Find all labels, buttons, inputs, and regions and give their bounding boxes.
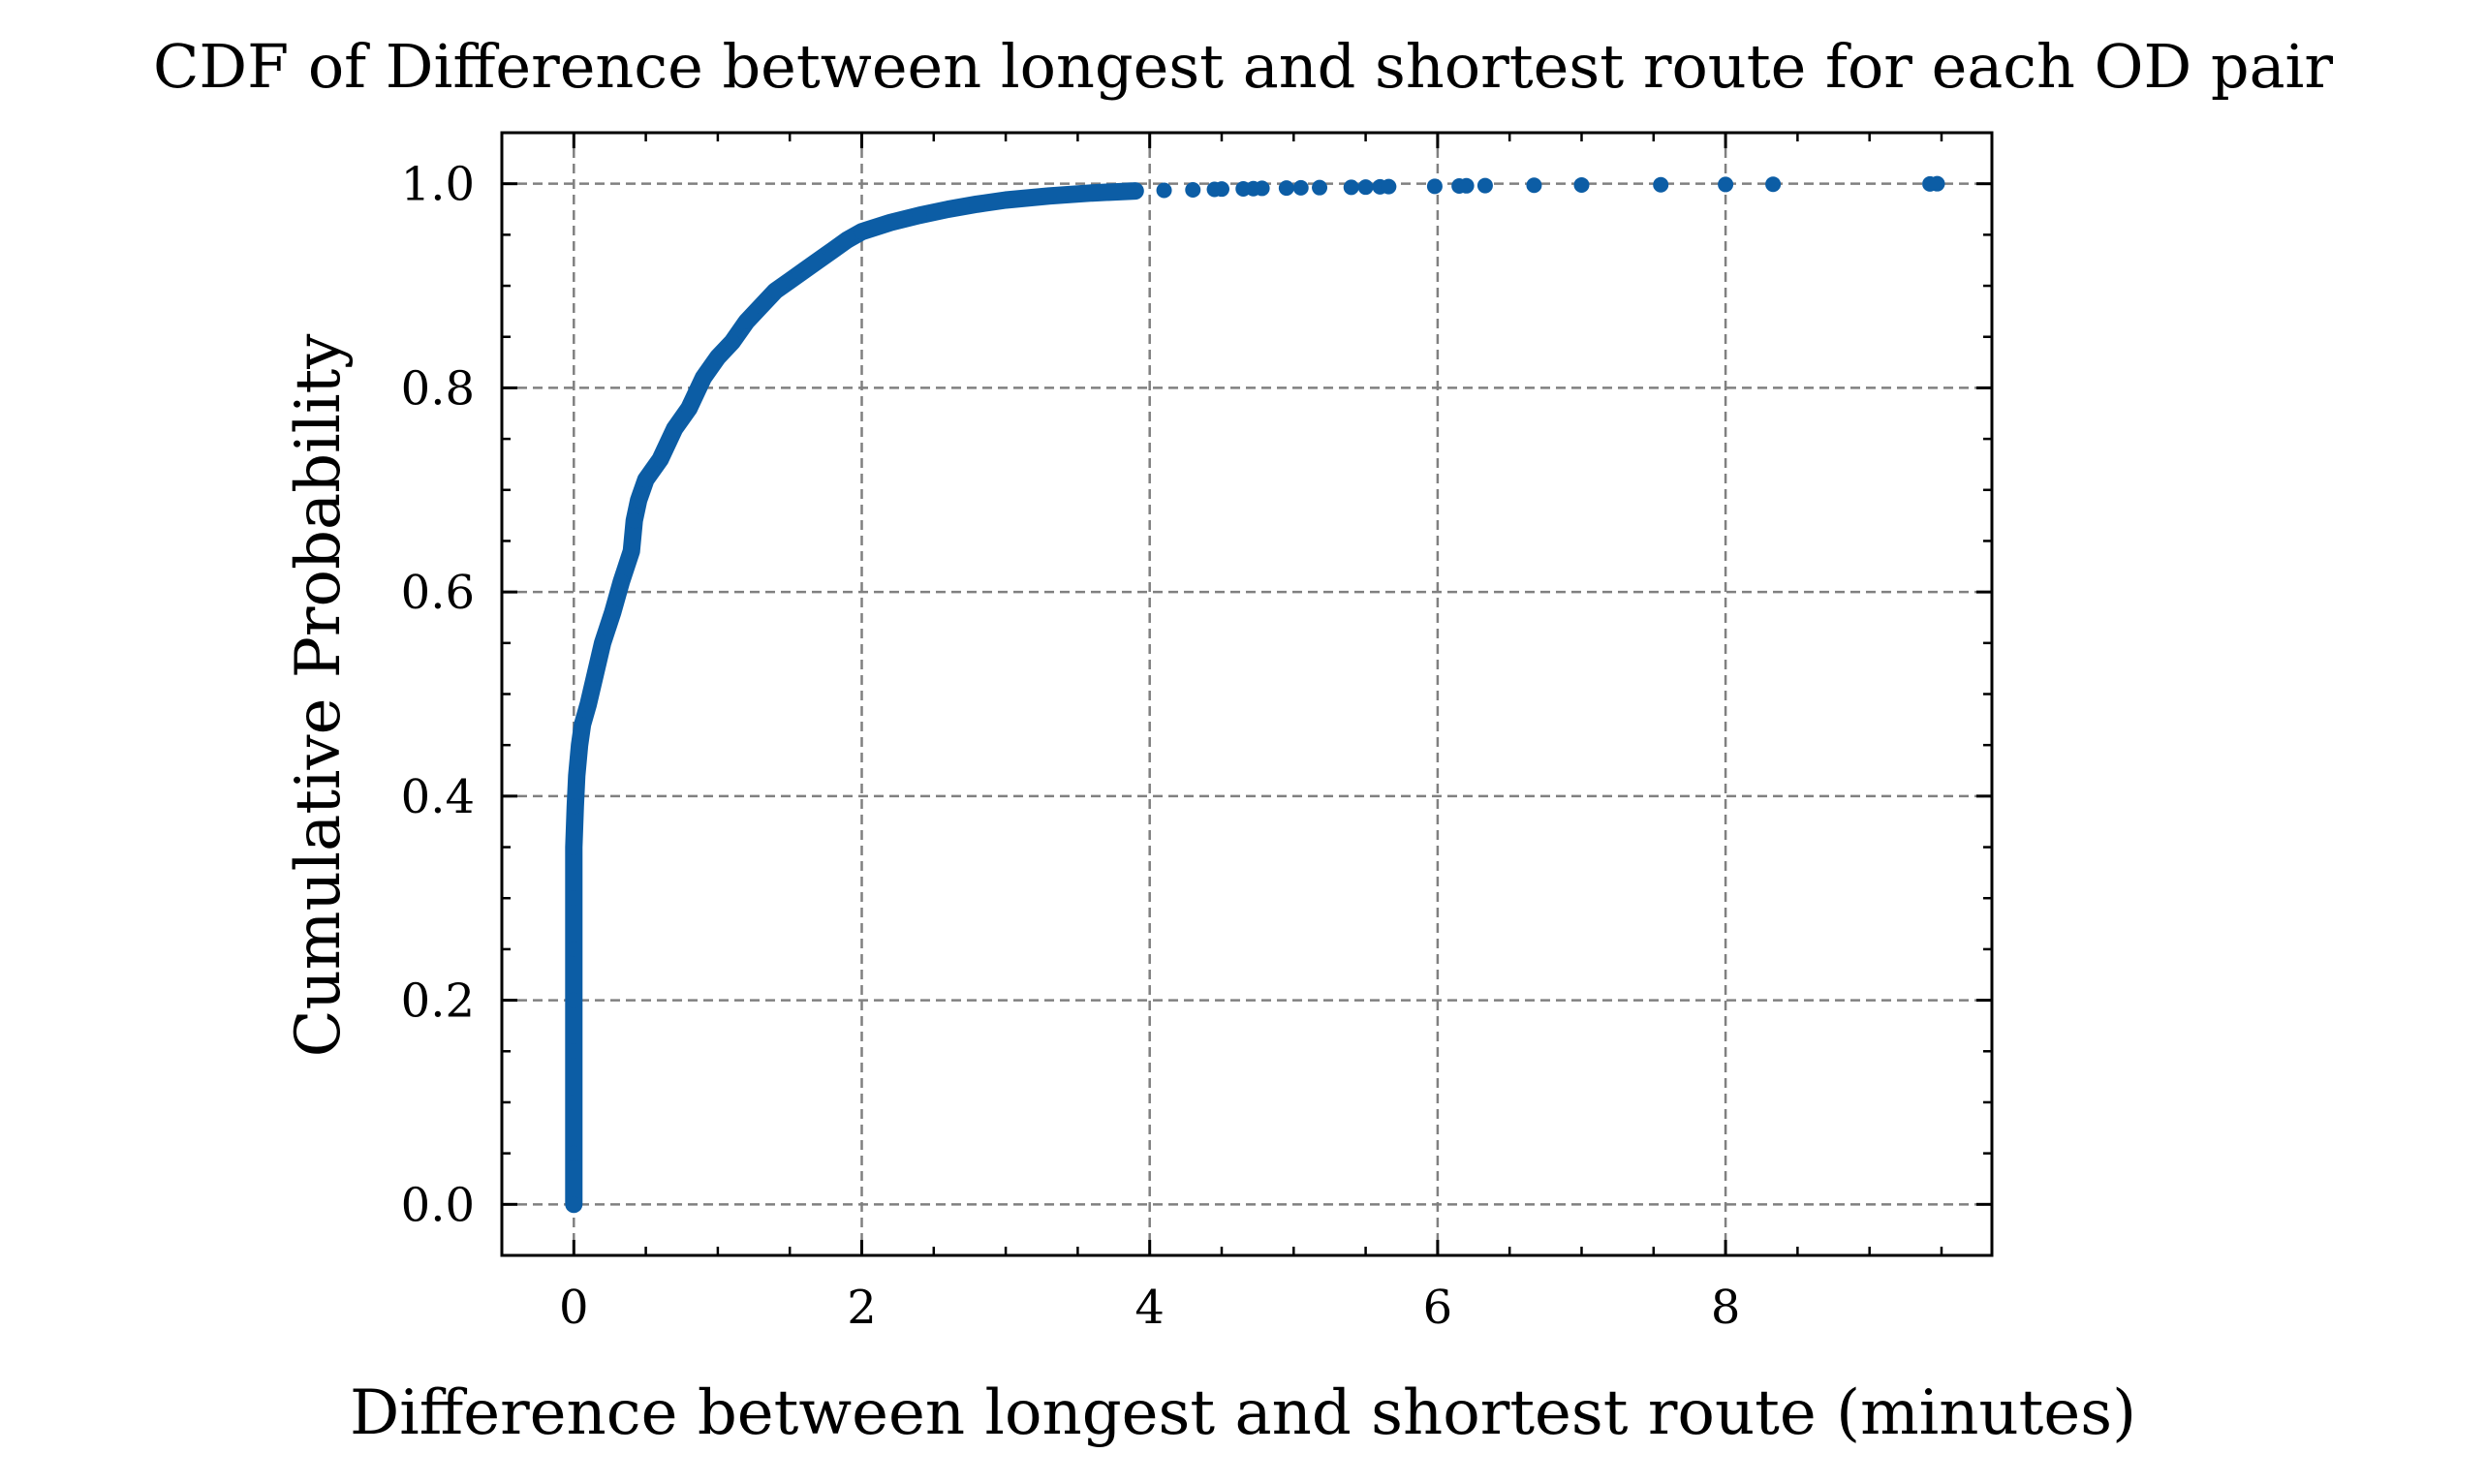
data-point xyxy=(1084,185,1101,201)
data-point xyxy=(1718,176,1734,193)
plot-frame xyxy=(500,131,1994,1257)
data-point xyxy=(626,512,642,529)
data-point xyxy=(623,542,639,559)
data-point xyxy=(652,451,668,468)
x-tick-label: 4 xyxy=(1134,1281,1165,1335)
data-point xyxy=(1929,175,1945,192)
data-point xyxy=(998,192,1014,208)
data-points xyxy=(565,175,1945,1214)
x-axis-label: Difference between longest and shortest … xyxy=(350,1377,2136,1449)
data-point xyxy=(1653,176,1669,193)
data-point xyxy=(696,369,712,386)
data-point xyxy=(1765,176,1782,193)
y-tick-label: 0.2 xyxy=(401,974,475,1029)
data-point xyxy=(767,283,784,299)
data-point xyxy=(1458,177,1475,194)
data-point xyxy=(566,1094,582,1110)
y-tick-label: 1.0 xyxy=(401,158,475,212)
data-point xyxy=(575,717,591,733)
data-point xyxy=(631,492,647,509)
y-tick-label: 0.8 xyxy=(401,361,475,416)
x-tick-label: 2 xyxy=(847,1281,877,1335)
data-point xyxy=(595,634,611,651)
data-point xyxy=(637,472,654,488)
chart-title: CDF of Difference between longest and sh… xyxy=(153,31,2333,102)
data-point xyxy=(566,1196,582,1213)
data-point xyxy=(587,665,604,682)
data-point xyxy=(1127,183,1143,200)
data-point xyxy=(911,207,927,224)
data-point xyxy=(810,252,826,268)
data-point xyxy=(796,263,813,279)
y-axis-label: Cumulative Probability xyxy=(283,334,355,1058)
data-point xyxy=(1573,176,1590,193)
data-point xyxy=(1213,181,1229,198)
x-tick-label: 8 xyxy=(1711,1281,1741,1335)
data-point xyxy=(1278,180,1294,197)
data-point xyxy=(1041,188,1057,204)
axis-ticks: 0 2 4 6 8 0.0 0.2 0.4 0.6 0.8 1.0 xyxy=(401,131,1992,1335)
data-point xyxy=(1254,180,1270,197)
data-point xyxy=(1526,177,1542,194)
data-point xyxy=(753,298,769,315)
data-point xyxy=(566,1043,582,1060)
y-tick-label: 0.4 xyxy=(401,770,475,824)
x-tick-label: 0 xyxy=(559,1281,589,1335)
data-point xyxy=(969,196,985,212)
y-tick-label: 0.0 xyxy=(401,1178,475,1232)
data-point xyxy=(667,420,683,437)
data-point xyxy=(1381,178,1397,195)
x-tick-label: 6 xyxy=(1423,1281,1453,1335)
data-point xyxy=(839,232,855,248)
data-point xyxy=(605,604,621,621)
data-point xyxy=(613,573,630,590)
data-point xyxy=(1343,179,1359,196)
data-point xyxy=(940,201,956,218)
data-point xyxy=(681,400,698,417)
data-point xyxy=(1292,179,1309,196)
y-tick-label: 0.6 xyxy=(401,566,475,620)
cdf-curve xyxy=(565,182,1144,1214)
data-point xyxy=(824,242,841,259)
data-point xyxy=(566,941,582,957)
data-point xyxy=(1312,179,1328,196)
data-point xyxy=(566,890,582,907)
data-point xyxy=(566,992,582,1008)
data-point xyxy=(782,272,798,289)
data-point xyxy=(1426,178,1443,195)
data-point xyxy=(566,1145,582,1161)
data-point xyxy=(566,839,582,855)
data-point xyxy=(738,313,755,329)
data-point xyxy=(854,224,870,240)
data-point xyxy=(709,349,726,365)
data-point xyxy=(567,798,583,815)
grid-lines xyxy=(502,133,1992,1255)
data-point xyxy=(1476,177,1493,194)
data-point xyxy=(580,696,597,713)
data-point xyxy=(724,333,740,350)
data-point xyxy=(883,214,899,231)
data-point xyxy=(1185,182,1201,199)
data-point xyxy=(572,737,588,754)
data-point xyxy=(569,767,585,784)
data-point xyxy=(1156,182,1172,199)
data-point xyxy=(1357,179,1374,196)
